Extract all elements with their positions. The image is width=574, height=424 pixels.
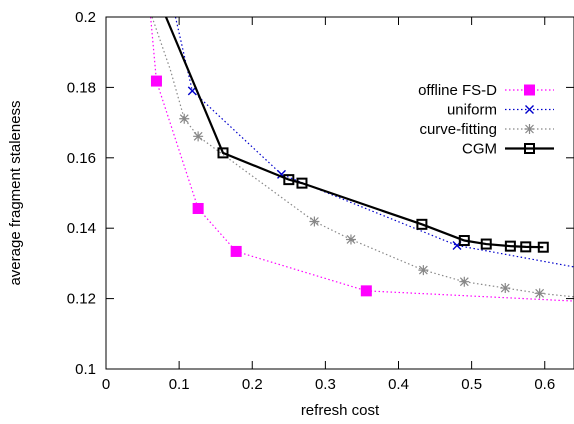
y-axis: 0.1 0.12 0.14 0.16 0.18 0.2 [67,9,574,378]
data-point-cgm [416,218,428,230]
plot-lines [150,17,574,302]
data-point-curve-fitting [179,113,190,124]
data-point-curve-fitting [193,131,204,142]
legend-label-cgm: CGM [462,141,497,158]
data-point-offline-fs-d [192,202,204,214]
data-point-curve-fitting [459,276,470,287]
x-tick-label: 0.1 [169,376,190,393]
y-tick-label: 0.12 [67,291,96,308]
data-point-offline-fs-d [230,245,242,257]
x-axis-label: refresh cost [301,402,380,419]
y-axis-label: average fragment staleness [7,100,24,285]
x-tick-label: 0.3 [315,376,336,393]
series-line-uniform [174,17,574,268]
data-point-cgm [537,241,549,253]
y-tick-label: 0.1 [75,361,96,378]
legend-marker-curve-fitting [524,124,535,134]
legend-marker-uniform [525,105,534,114]
series-line-curve-fitting [151,17,574,298]
x-tick-label: 0.2 [242,376,263,393]
y-tick-label: 0.14 [67,220,96,237]
data-point-curve-fitting [345,234,356,245]
plot-frame [105,16,574,370]
data-point-offline-fs-d [360,285,372,297]
legend-label-uniform: uniform [447,102,497,119]
y-tick-label: 0.18 [67,79,96,96]
data-point-offline-fs-d [150,75,162,87]
series-cgm [164,17,549,253]
x-axis: 0 0.1 0.2 0.3 0.4 0.5 0.6 [102,17,555,393]
data-point-cgm [504,240,516,252]
legend: offline FS-D uniform curve-fitting CGM [418,82,554,158]
x-tick-label: 0.5 [461,376,482,393]
series-line-offline-fs-d [150,17,574,302]
x-tick-label: 0.6 [534,376,555,393]
data-point-cgm [296,177,308,189]
data-point-curve-fitting [500,283,511,294]
data-point-cgm [520,241,532,253]
data-point-curve-fitting [309,216,320,227]
y-tick-label: 0.2 [75,9,96,26]
series-curve-fitting [151,17,574,299]
series-line-cgm [164,17,544,249]
legend-label-curve-fitting: curve-fitting [419,121,497,138]
data-point-cgm [458,235,470,247]
data-point-cgm [480,238,492,250]
series-uniform [174,17,574,268]
legend-marker-offline-fs-d [524,84,535,96]
legend-label-offline-fs-d: offline FS-D [418,82,497,99]
data-point-cgm [217,147,229,159]
legend-marker-cgm [524,143,535,154]
x-tick-label: 0.4 [388,376,409,393]
data-point-curve-fitting [418,265,429,276]
data-point-cgm [283,174,295,186]
y-tick-label: 0.16 [67,150,96,167]
data-point-curve-fitting [534,288,545,299]
series-offline-fs-d [150,17,574,302]
x-tick-label: 0 [102,376,110,393]
